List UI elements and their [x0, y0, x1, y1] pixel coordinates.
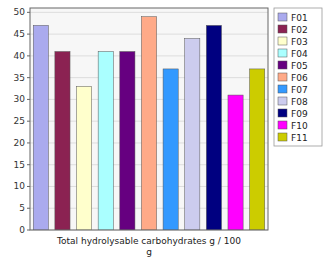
legend-swatch: [278, 49, 287, 57]
y-tick-label: 30: [14, 94, 26, 104]
legend-label: F01: [291, 13, 308, 23]
plot-area: [30, 8, 268, 230]
bar: [33, 25, 48, 230]
grid-line: [30, 12, 268, 13]
legend-label: F07: [291, 85, 308, 95]
bar: [98, 52, 113, 230]
legend-label: F06: [291, 73, 308, 83]
legend: F01 F02 F03 F04 F05 F06 F07 F08 F09 F10 F11: [274, 8, 322, 146]
legend-label: F08: [291, 97, 308, 107]
legend-label: F02: [291, 25, 308, 35]
legend-swatch: [278, 37, 287, 45]
legend-swatch: [278, 73, 287, 81]
legend-swatch: [278, 13, 287, 21]
bar: [55, 52, 70, 230]
bar: [206, 25, 221, 230]
legend-label: F11: [291, 133, 308, 143]
y-tick-label: 35: [14, 73, 25, 83]
legend-swatch: [278, 25, 287, 33]
legend-swatch: [278, 121, 287, 129]
bar: [228, 95, 243, 230]
y-tick-label: 50: [14, 7, 26, 17]
plot-frame: [30, 8, 268, 230]
legend-swatch: [278, 97, 287, 105]
chart: 0 5 10 15 20 25 30 35 40 45 50 Total hydrolysable c…: [0, 0, 328, 266]
legend-label: F10: [291, 121, 308, 131]
y-tick-label: 0: [19, 225, 25, 235]
legend-swatch: [278, 133, 287, 141]
y-tick-label: 25: [14, 116, 25, 126]
y-tick-label: 10: [14, 181, 26, 191]
legend-label: F03: [291, 37, 308, 47]
legend-swatch: [278, 109, 287, 117]
y-tick-label: 15: [14, 160, 25, 170]
bar: [163, 69, 178, 230]
legend-label: F09: [291, 109, 308, 119]
legend-swatch: [278, 61, 287, 69]
y-tick-label: 45: [14, 29, 25, 39]
legend-box: [274, 8, 322, 146]
bars: [33, 17, 265, 230]
bar: [250, 69, 265, 230]
y-tick-label: 5: [19, 203, 25, 213]
y-tick-label: 20: [14, 138, 26, 148]
bar: [141, 17, 156, 230]
legend-label: F04: [291, 49, 308, 59]
bar: [120, 52, 135, 230]
y-tick-label: 40: [14, 51, 26, 61]
legend-label: F05: [291, 61, 308, 71]
bar: [77, 86, 92, 230]
legend-swatch: [278, 85, 287, 93]
x-axis-label: Total hydrolysable carbohydrates g / 100…: [56, 236, 241, 257]
bar: [185, 38, 200, 230]
